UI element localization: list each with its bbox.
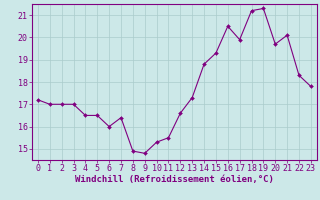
X-axis label: Windchill (Refroidissement éolien,°C): Windchill (Refroidissement éolien,°C) bbox=[75, 175, 274, 184]
